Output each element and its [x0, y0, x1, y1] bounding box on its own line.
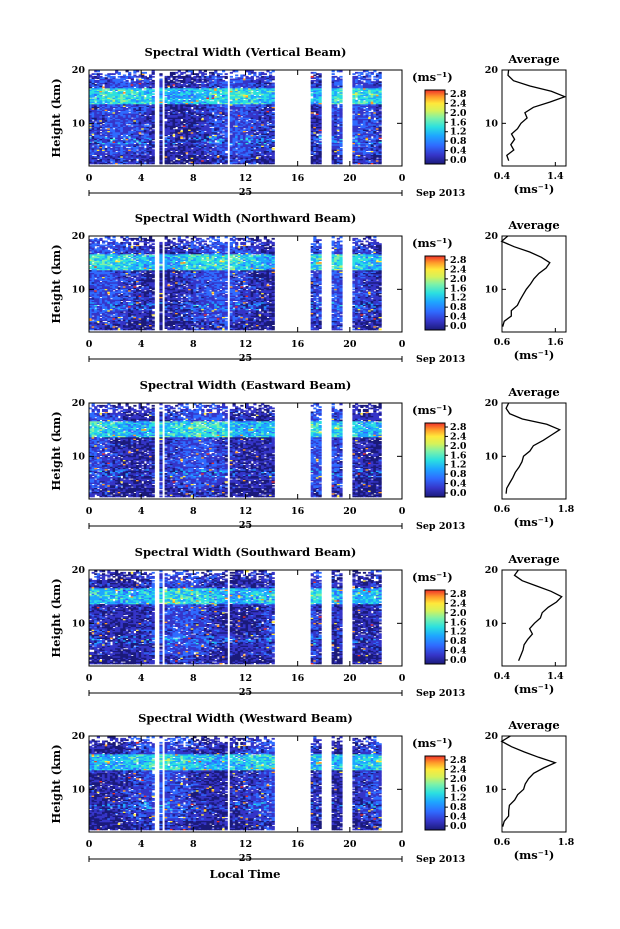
heatmap-cell: [272, 83, 275, 85]
heatmap-cell: [152, 71, 155, 73]
heatmap-cell: [339, 79, 342, 81]
heatmap-cell: [214, 71, 217, 73]
heatmap-cell: [235, 71, 238, 73]
panel-title: Spectral Width (Vertical Beam): [145, 45, 347, 59]
heatmap-cell: [128, 72, 131, 74]
heatmap-cell: [225, 127, 228, 129]
heatmap-cell: [152, 96, 155, 98]
heatmap-cell: [272, 148, 275, 150]
heatmap-cell: [319, 73, 322, 75]
heatmap-cell: [272, 76, 275, 78]
heatmap-cell: [339, 148, 342, 150]
heatmap-cell: [272, 112, 275, 114]
heatmap-cell: [152, 76, 155, 78]
heatmap-cell: [339, 71, 342, 73]
heatmap-cell: [253, 72, 256, 74]
heatmap-cell: [159, 79, 162, 81]
heatmap-cell: [272, 151, 275, 153]
heatmap-cell: [159, 140, 162, 142]
heatmap-cell: [99, 73, 102, 75]
heatmap-cell: [225, 81, 228, 83]
heatmap-cell: [152, 93, 155, 95]
heatmap-cell: [272, 71, 275, 73]
heatmap-cell: [332, 71, 335, 73]
heatmap-cell: [319, 141, 322, 143]
heatmap-cell: [152, 80, 155, 82]
heatmap-cell: [339, 104, 342, 106]
panel-1: Spectral Width (Vertical Beam)2010Height…: [49, 45, 566, 199]
heatmap-cell: [97, 71, 100, 73]
heatmap-cell: [225, 153, 228, 155]
heatmap-cell: [235, 75, 238, 77]
heatmap-cell: [272, 140, 275, 142]
heatmap-cell: [225, 73, 228, 75]
heatmap-cell: [152, 141, 155, 143]
heatmap-cell: [272, 129, 275, 131]
heatmap-cell: [136, 71, 139, 73]
heatmap-cell: [113, 76, 116, 78]
heatmap-cell: [144, 72, 147, 74]
heatmap-cell: [152, 149, 155, 151]
heatmap: [89, 71, 382, 165]
heatmap-cell: [319, 79, 322, 81]
heatmap-cell: [152, 89, 155, 91]
heatmap-cell: [225, 76, 228, 78]
heatmap-cell: [204, 73, 207, 75]
heatmap-cell: [264, 73, 267, 75]
heatmap-cell: [159, 73, 162, 75]
heatmap-cell: [219, 73, 222, 75]
heatmap-cell: [118, 72, 121, 74]
heatmap-cell: [222, 71, 225, 73]
heatmap-cell: [319, 139, 322, 141]
heatmap-cell: [152, 129, 155, 131]
heatmap-cell: [126, 80, 129, 82]
spectral-width-figure: Spectral Width (Vertical Beam)2010Height…: [0, 0, 620, 929]
heatmap-cell: [319, 135, 322, 137]
heatmap-cell: [230, 76, 233, 78]
heatmap-cell: [339, 76, 342, 78]
heatmap-cell: [332, 73, 335, 75]
heatmap-cell: [204, 71, 207, 73]
